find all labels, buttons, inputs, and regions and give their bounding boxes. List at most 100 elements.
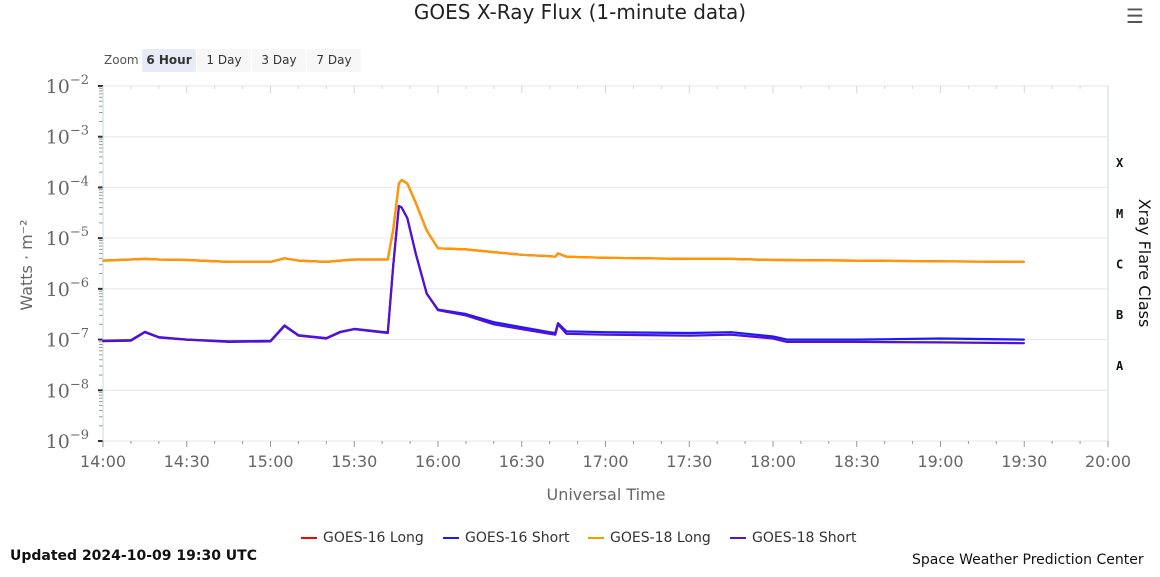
- data-point: [325, 261, 328, 263]
- data-point: [353, 258, 356, 261]
- legend-goes18-long[interactable]: GOES-18 Long: [588, 530, 711, 546]
- data-point: [339, 259, 342, 262]
- flare-class-label: X: [1116, 156, 1124, 170]
- flare-class-label: A: [1116, 359, 1124, 373]
- data-point: [102, 259, 104, 262]
- data-point: [437, 247, 439, 250]
- legend-swatch: [588, 537, 604, 539]
- updated-timestamp: Updated 2024-10-09 19:30 UTC: [10, 548, 257, 564]
- y-tick-label: 10−8: [46, 377, 89, 402]
- data-point: [520, 326, 523, 329]
- data-point: [398, 182, 400, 185]
- data-point: [406, 217, 409, 219]
- x-tick-label: 15:00: [247, 452, 293, 471]
- data-point: [730, 333, 732, 336]
- chart-title: GOES X-Ray Flux (1-minute data): [413, 0, 747, 24]
- data-point: [786, 259, 788, 261]
- zoom-label: Zoom: [104, 53, 139, 67]
- data-point: [227, 261, 230, 263]
- data-point: [688, 334, 691, 337]
- x-tick-label: 16:30: [499, 452, 545, 471]
- plot-border: [102, 85, 1109, 442]
- data-point: [353, 328, 356, 331]
- legend-swatch: [301, 537, 317, 539]
- data-point: [269, 261, 272, 263]
- data-point: [398, 205, 400, 207]
- legend-goes16-short[interactable]: GOES-16 Short: [443, 530, 570, 546]
- flare-class-label: B: [1116, 308, 1123, 322]
- data-point: [688, 258, 691, 260]
- data-point: [554, 255, 557, 258]
- x-tick-label: 17:30: [666, 452, 712, 471]
- legend-goes18-short[interactable]: GOES-18 Short: [730, 530, 857, 546]
- data-point: [554, 333, 557, 336]
- hamburger-menu-icon[interactable]: ☰: [1126, 4, 1144, 28]
- x-tick-label: 17:00: [582, 452, 628, 471]
- zoom-6-hour-button[interactable]: 6 Hour: [142, 49, 196, 72]
- x-tick-label: 14:30: [164, 452, 210, 471]
- data-point: [730, 331, 732, 333]
- data-point: [158, 258, 160, 261]
- x-tick-label: 19:30: [1001, 452, 1047, 471]
- data-point: [786, 338, 788, 341]
- y-tick-label: 10−9: [46, 428, 89, 453]
- data-point: [557, 252, 559, 255]
- data-point: [269, 340, 272, 343]
- data-point: [414, 201, 417, 204]
- data-point: [1023, 342, 1026, 344]
- data-point: [939, 260, 942, 263]
- y-tick-label: 10−2: [46, 73, 89, 98]
- data-point: [158, 336, 160, 339]
- x-axis-title: Universal Time: [546, 485, 665, 504]
- x-tick-label: 16:00: [415, 452, 461, 471]
- legend-label: GOES-16 Short: [465, 530, 570, 546]
- legend-label: GOES-16 Long: [323, 530, 424, 546]
- x-tick-label: 14:00: [80, 452, 126, 471]
- data-point: [465, 248, 467, 251]
- series-line-goes-16-long: [102, 178, 1025, 263]
- legend-swatch: [443, 537, 459, 539]
- data-point: [493, 321, 495, 324]
- data-point: [604, 256, 607, 259]
- data-point: [939, 337, 942, 340]
- data-point: [730, 258, 732, 260]
- data-point: [855, 259, 858, 262]
- data-point: [772, 259, 774, 261]
- data-point: [604, 331, 607, 333]
- data-point: [130, 339, 132, 342]
- data-point: [465, 314, 467, 317]
- legend-goes16-long[interactable]: GOES-16 Long: [301, 530, 424, 546]
- data-point: [855, 338, 858, 341]
- data-point: [548, 331, 551, 333]
- data-point: [386, 258, 389, 261]
- series-line-goes-16-short: [102, 204, 1025, 343]
- zoom-1-day-button[interactable]: 1 Day: [197, 49, 251, 72]
- data-point: [400, 179, 403, 181]
- data-point: [392, 228, 395, 231]
- x-tick-label: 20:00: [1085, 452, 1131, 471]
- data-point: [604, 333, 607, 336]
- data-point: [772, 335, 774, 338]
- y-tick-label: 10−6: [46, 276, 89, 301]
- data-point: [406, 182, 409, 185]
- data-point: [1023, 338, 1026, 341]
- data-point: [144, 331, 146, 333]
- data-point: [855, 341, 858, 343]
- data-point: [185, 338, 188, 341]
- series-line-goes-18-long: [102, 178, 1025, 263]
- data-point: [339, 331, 342, 333]
- flare-class-label: M: [1116, 207, 1123, 221]
- legend-swatch: [730, 537, 746, 539]
- data-point: [548, 332, 551, 335]
- x-tick-label: 18:30: [834, 452, 880, 471]
- data-point: [493, 323, 495, 326]
- zoom-3-day-button[interactable]: 3 Day: [252, 49, 306, 72]
- data-point: [565, 255, 568, 258]
- data-point: [297, 259, 300, 262]
- y-tick-label: 10−7: [46, 327, 89, 352]
- data-point: [688, 332, 691, 334]
- legend-label: GOES-18 Long: [610, 530, 711, 546]
- data-point: [426, 229, 428, 232]
- zoom-7-day-button[interactable]: 7 Day: [307, 49, 361, 72]
